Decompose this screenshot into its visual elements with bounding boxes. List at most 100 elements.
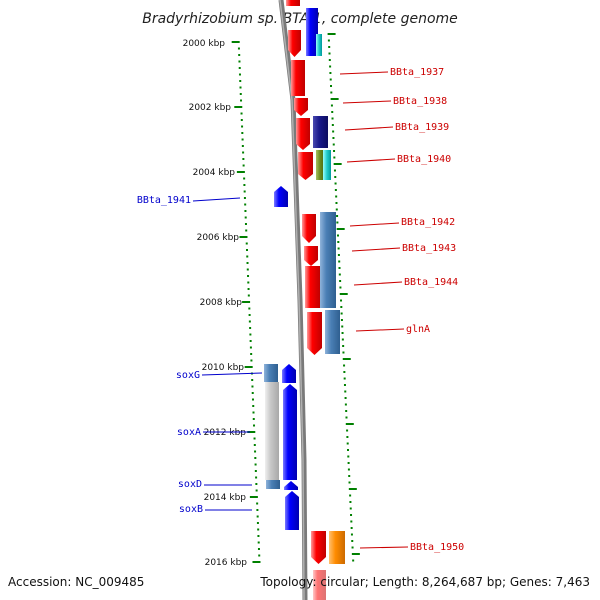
feature-block[interactable] xyxy=(320,212,336,308)
scale-minor-tick xyxy=(349,501,352,503)
gene-arrow[interactable] xyxy=(304,246,318,266)
feature-block[interactable] xyxy=(329,531,345,564)
gene-arrow[interactable] xyxy=(284,481,298,490)
scale-major-tick xyxy=(231,41,240,43)
gene-label-bbta-1940[interactable]: BBta_1940 xyxy=(397,154,451,165)
scale-minor-tick xyxy=(337,241,340,243)
feature-block[interactable] xyxy=(265,382,279,480)
gene-arrow[interactable] xyxy=(282,364,296,383)
scale-major-tick xyxy=(239,236,248,238)
scale-minor-tick xyxy=(249,333,252,336)
gene-arrow[interactable] xyxy=(283,384,297,480)
gene-arrow[interactable] xyxy=(296,118,310,150)
feature-block[interactable] xyxy=(266,480,280,489)
gene-label-soxb[interactable]: soxB xyxy=(179,504,203,515)
gene-label-bbta-1939[interactable]: BBta_1939 xyxy=(395,122,449,133)
scale-minor-tick xyxy=(344,397,347,399)
feature-block[interactable] xyxy=(323,150,331,180)
gene-block[interactable] xyxy=(291,60,305,96)
scale-minor-tick xyxy=(332,130,335,133)
scale-minor-tick xyxy=(253,424,256,427)
gene-label-soxa[interactable]: soxA xyxy=(177,427,201,438)
scale-minor-tick xyxy=(338,273,341,276)
scale-minor-tick xyxy=(344,390,347,393)
gene-label-soxd[interactable]: soxD xyxy=(178,479,202,490)
gene-arrow[interactable] xyxy=(274,186,288,207)
scale-major-tick xyxy=(348,488,357,490)
gene-arrow[interactable] xyxy=(294,98,308,116)
gene-label-bbta-1938[interactable]: BBta_1938 xyxy=(393,96,447,107)
scale-major-tick xyxy=(234,106,243,108)
scale-major-tick xyxy=(244,366,253,368)
gene-block[interactable] xyxy=(286,0,300,6)
scale-minor-tick xyxy=(334,189,337,191)
scale-minor-tick xyxy=(241,125,244,128)
gene-arrow[interactable] xyxy=(302,214,316,243)
gene-arrow[interactable] xyxy=(298,152,313,180)
gene-label-bbta-1941[interactable]: BBta_1941 xyxy=(137,195,191,206)
scale-minor-tick xyxy=(256,522,259,524)
feature-block[interactable] xyxy=(316,150,324,180)
topology-label: Topology: circular; Length: 8,264,687 bp… xyxy=(259,575,590,589)
gene-arrow[interactable] xyxy=(307,312,322,355)
scale-track-left xyxy=(231,41,261,563)
gene-label-bbta-1950[interactable]: BBta_1950 xyxy=(410,542,464,553)
scale-minor-tick xyxy=(237,47,240,50)
scale-minor-tick xyxy=(336,234,339,237)
scale-minor-tick xyxy=(251,398,254,401)
scale-minor-tick xyxy=(238,67,241,69)
feature-block[interactable] xyxy=(325,310,340,354)
scale-minor-tick xyxy=(346,429,349,432)
scale-minor-tick xyxy=(255,483,258,485)
scale-major-tick xyxy=(351,553,360,555)
scale-minor-tick xyxy=(340,312,343,315)
scale-minor-tick xyxy=(336,221,339,224)
scale-minor-tick xyxy=(243,197,246,199)
scale-minor-tick xyxy=(249,346,252,349)
scale-minor-tick xyxy=(327,39,330,42)
gene-label-soxg[interactable]: soxG xyxy=(176,370,200,381)
scale-minor-tick xyxy=(257,535,260,537)
gene-label-bbta-1943[interactable]: BBta_1943 xyxy=(402,243,456,254)
scale-minor-tick xyxy=(340,306,343,308)
scale-minor-tick xyxy=(250,359,253,362)
map-title: Bradyrhizobium sp. BTAi1, complete genom… xyxy=(142,11,458,27)
scale-minor-tick xyxy=(335,208,338,211)
feature-column-right xyxy=(306,8,345,564)
scale-minor-tick xyxy=(240,119,243,121)
scale-label-2002: 2002 kbp xyxy=(189,103,232,113)
gene-block[interactable] xyxy=(305,266,320,308)
scale-minor-tick xyxy=(340,299,343,302)
scale-minor-tick xyxy=(245,242,248,245)
scale-minor-tick xyxy=(252,418,255,420)
feature-block[interactable] xyxy=(313,116,328,148)
scale-minor-tick xyxy=(334,176,337,178)
gene-label-glna[interactable]: glnA xyxy=(406,324,430,335)
scale-minor-tick xyxy=(344,403,347,406)
scale-minor-tick xyxy=(254,450,257,453)
scale-minor-tick xyxy=(252,405,255,407)
gene-arrow[interactable] xyxy=(311,531,326,564)
scale-minor-tick xyxy=(249,327,252,329)
scale-minor-tick xyxy=(350,527,353,529)
feature-block[interactable] xyxy=(316,34,322,56)
scale-minor-tick xyxy=(346,442,349,445)
feature-block[interactable] xyxy=(264,364,278,382)
gene-label-bbta-1944[interactable]: BBta_1944 xyxy=(404,277,458,288)
scale-minor-tick xyxy=(244,216,247,219)
gene-arrow[interactable] xyxy=(285,491,299,530)
gene-label-bbta-1937[interactable]: BBta_1937 xyxy=(390,67,444,78)
scale-minor-tick xyxy=(328,52,331,55)
scale-label-2004: 2004 kbp xyxy=(193,168,236,178)
scale-minor-tick xyxy=(333,156,336,159)
scale-minor-tick xyxy=(247,294,250,297)
gene-block[interactable] xyxy=(313,570,326,600)
accession-label: Accession: NC_009485 xyxy=(8,575,144,589)
gene-arrow[interactable] xyxy=(288,30,301,57)
scale-minor-tick xyxy=(241,132,244,134)
scale-minor-tick xyxy=(330,91,333,94)
scale-minor-tick xyxy=(350,520,353,523)
gene-label-bbta-1942[interactable]: BBta_1942 xyxy=(401,217,455,228)
scale-minor-tick xyxy=(339,286,342,289)
feature-block[interactable] xyxy=(306,8,318,56)
